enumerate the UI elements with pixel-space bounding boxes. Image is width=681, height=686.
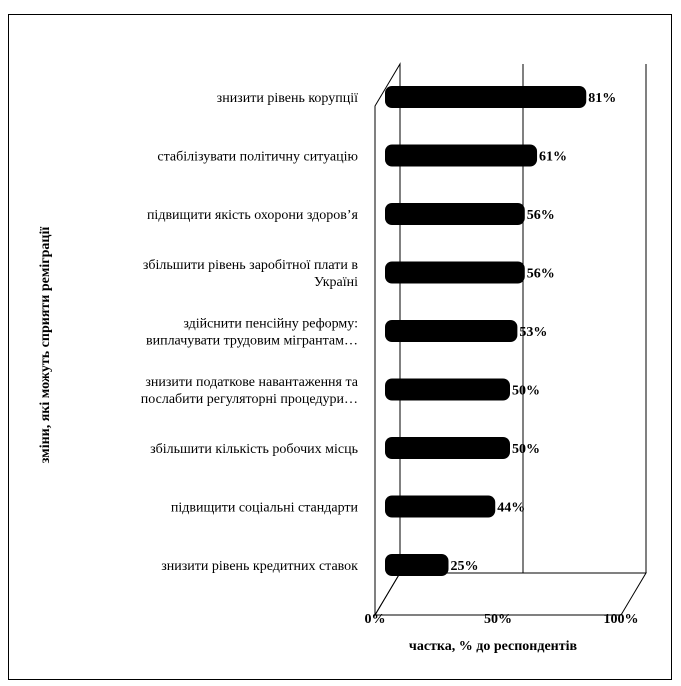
bar-1 <box>385 144 538 167</box>
x-tick-label-2: 100% <box>604 612 639 627</box>
bar-8 <box>385 554 449 576</box>
bar-4 <box>385 320 518 342</box>
y-axis-title: зміни, які можуть сприяти реміграції <box>38 227 53 464</box>
category-label-6: збільшити кількість робочих місць <box>150 442 358 457</box>
category-label-1: стабілізувати політичну ситуацію <box>157 150 358 165</box>
value-label-5: 50% <box>512 384 540 399</box>
x-tick-label-1: 50% <box>484 612 512 627</box>
category-label-5: знизити податкове навантаження та послаби… <box>141 375 359 407</box>
x-axis-title: частка, % до респондентів <box>409 639 578 654</box>
bar-7 <box>385 495 496 518</box>
value-label-4: 53% <box>519 325 547 340</box>
category-label-8: знизити рівень кредитних ставок <box>161 559 358 574</box>
x-tick-label-0: 0% <box>365 612 386 627</box>
category-label-7: підвищити соціальні стандарти <box>171 501 359 516</box>
bar-0 <box>385 86 587 108</box>
bar-3 <box>385 261 525 284</box>
category-label-2: підвищити якість охорони здоров’я <box>147 208 359 223</box>
floor <box>374 572 647 616</box>
value-label-0: 81% <box>588 91 616 106</box>
value-label-3: 56% <box>527 267 555 282</box>
category-label-4: здійснити пенсійну реформу: виплачувати т… <box>146 317 358 349</box>
category-label-3: збільшити рівень заробітної плати в Украї… <box>143 258 359 290</box>
chart-frame <box>8 14 672 680</box>
value-label-7: 44% <box>497 501 525 516</box>
category-label-0: знизити рівень корупції <box>217 91 358 106</box>
value-label-1: 61% <box>539 150 567 165</box>
bar-5 <box>385 378 510 401</box>
value-label-2: 56% <box>527 208 555 223</box>
bar-2 <box>385 203 525 225</box>
value-label-8: 25% <box>451 559 479 574</box>
value-label-6: 50% <box>512 442 540 457</box>
bar-6 <box>385 437 510 459</box>
